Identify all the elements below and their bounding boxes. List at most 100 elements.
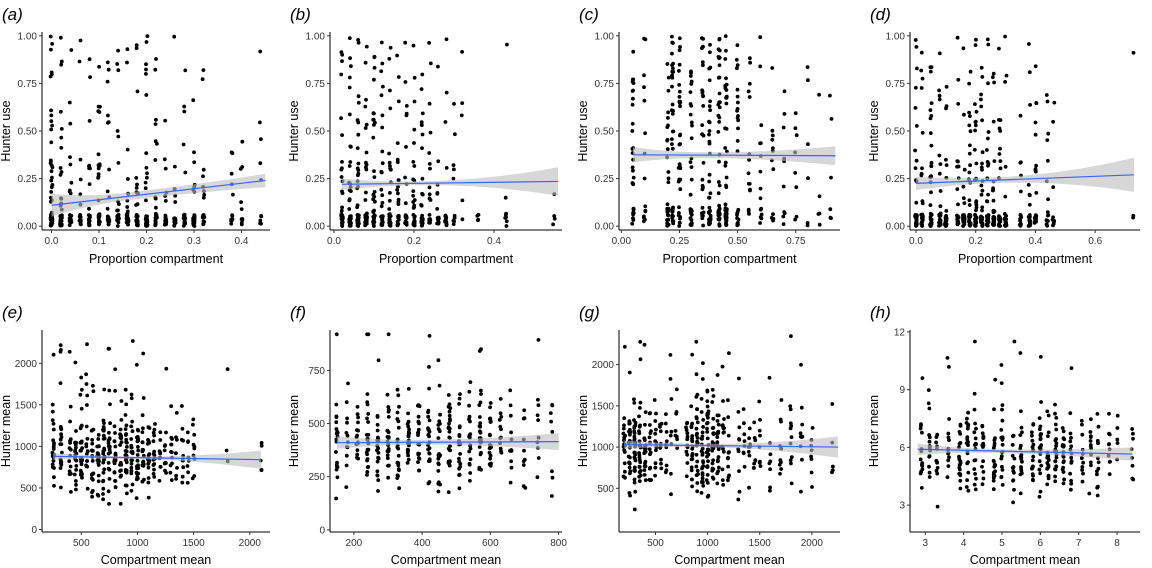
data-point	[72, 472, 77, 477]
data-point	[1130, 427, 1134, 431]
data-point	[799, 405, 804, 410]
data-point	[1034, 101, 1039, 105]
data-point	[1010, 453, 1015, 458]
data-point	[992, 444, 997, 448]
data-point	[717, 120, 722, 124]
data-point	[478, 400, 483, 405]
data-point	[913, 85, 918, 90]
data-point	[49, 185, 54, 190]
data-point	[115, 208, 119, 213]
data-point	[707, 129, 712, 133]
data-point	[52, 483, 56, 488]
data-point	[344, 400, 349, 404]
y-tick-label: 0.00	[595, 222, 615, 233]
data-point	[1030, 433, 1034, 438]
data-point	[1003, 34, 1007, 39]
data-point	[134, 176, 139, 180]
data-point	[259, 221, 263, 226]
data-point	[724, 76, 728, 81]
data-point	[51, 421, 56, 426]
data-point	[50, 402, 55, 407]
data-point	[427, 213, 432, 217]
data-point	[173, 200, 178, 204]
x-tick-label: 0.3	[187, 236, 201, 247]
data-point	[457, 424, 462, 429]
data-point	[794, 185, 799, 190]
data-point	[412, 164, 417, 168]
data-point	[373, 199, 377, 204]
data-point	[758, 417, 762, 422]
data-point	[134, 46, 139, 50]
data-point	[183, 170, 188, 175]
data-point	[364, 97, 368, 102]
data-point	[913, 148, 917, 153]
data-point	[701, 213, 705, 218]
data-point	[427, 151, 432, 155]
data-point	[638, 400, 643, 405]
data-point	[627, 461, 632, 466]
data-point	[162, 157, 167, 162]
data-point	[716, 113, 721, 118]
data-point	[1088, 435, 1093, 439]
data-point	[1018, 443, 1023, 448]
data-point	[74, 464, 79, 468]
data-point	[758, 207, 763, 212]
data-point	[809, 454, 813, 459]
data-point	[1131, 431, 1135, 436]
data-point	[238, 167, 243, 171]
data-point	[436, 489, 441, 494]
data-point	[1031, 454, 1036, 459]
data-point	[919, 173, 924, 178]
data-point	[395, 160, 400, 165]
data-point	[447, 429, 452, 434]
data-point	[427, 162, 432, 166]
data-point	[962, 167, 967, 172]
points-e	[50, 339, 264, 506]
data-point	[788, 407, 793, 412]
data-point	[1004, 73, 1009, 78]
data-point	[1031, 442, 1036, 447]
data-point	[688, 160, 693, 165]
data-point	[375, 459, 380, 464]
data-point	[446, 393, 451, 397]
data-point	[992, 218, 997, 223]
data-point	[632, 424, 637, 429]
data-point	[642, 468, 647, 472]
data-point	[979, 97, 983, 102]
data-point	[972, 147, 977, 152]
data-point	[163, 213, 168, 218]
data-point	[447, 421, 451, 426]
data-point	[50, 175, 54, 180]
data-point	[914, 222, 918, 227]
data-point	[974, 109, 979, 114]
data-point	[717, 105, 722, 110]
data-point	[684, 425, 688, 430]
data-point	[74, 479, 78, 483]
data-point	[1000, 464, 1004, 469]
data-point	[771, 146, 775, 151]
data-point	[670, 69, 675, 74]
data-point	[631, 208, 636, 212]
data-point	[106, 451, 111, 456]
data-point	[180, 404, 184, 408]
data-point	[136, 437, 140, 442]
data-point	[97, 215, 101, 220]
data-point	[142, 477, 146, 482]
data-point	[79, 448, 83, 453]
data-point	[967, 203, 972, 207]
data-point	[997, 152, 1002, 156]
data-point	[153, 219, 158, 224]
data-point	[230, 217, 235, 222]
data-point	[106, 461, 111, 465]
data-point	[721, 426, 726, 431]
panel-d: (d)0.0 0.2 0.4 0.60.000.250.500.751.00Propo…	[867, 5, 1140, 266]
data-point	[107, 448, 112, 452]
data-point	[831, 464, 835, 469]
data-point	[371, 135, 376, 140]
data-point	[717, 465, 721, 470]
data-point	[347, 198, 352, 203]
data-point	[758, 35, 763, 40]
data-point	[967, 81, 971, 86]
data-point	[90, 438, 95, 442]
data-point	[427, 459, 431, 464]
